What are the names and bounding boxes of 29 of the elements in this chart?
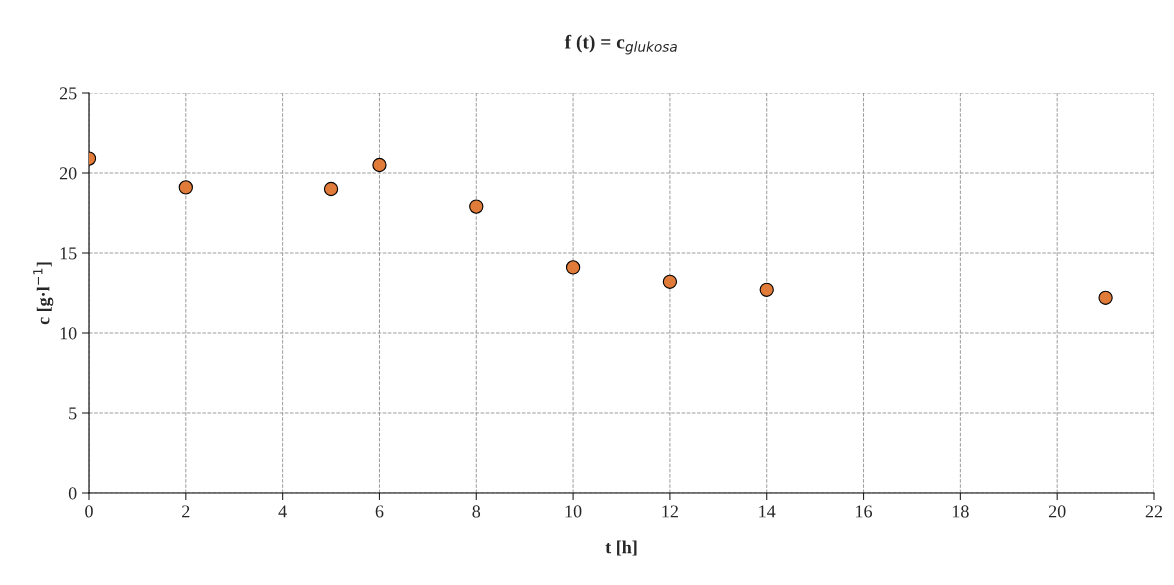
x-tick-label: 16 [856, 505, 873, 518]
point [759, 282, 774, 297]
chart-title: f (t) = c$_{glukosa}$ [564, 34, 677, 55]
y-tick-label: 0 [68, 487, 77, 500]
point [372, 157, 387, 173]
x-tick-label: 6 [375, 505, 384, 518]
x-tick-label: 8 [472, 505, 481, 518]
x-tick-label: 22 [1145, 505, 1163, 518]
x-tick-label: 12 [662, 505, 678, 518]
point [662, 274, 678, 289]
y-tick-label: 25 [59, 87, 77, 100]
y-tick-label: 10 [60, 327, 77, 340]
x-tick-label: 0 [85, 505, 93, 518]
y-tick-label: 20 [59, 167, 77, 180]
y-axis-title: c [g·l$^{−1}$] [33, 262, 54, 325]
point [323, 181, 339, 197]
point [565, 260, 581, 275]
y-tick-label: 15 [60, 247, 77, 260]
x-tick-label: 20 [1048, 505, 1066, 518]
x-tick-label: 10 [565, 505, 582, 518]
point [178, 180, 193, 195]
point [1098, 290, 1113, 305]
x-tick-label: 2 [182, 505, 190, 518]
point [469, 199, 484, 214]
x-tick-label: 14 [759, 505, 776, 518]
x-tick-label: 4 [278, 505, 287, 518]
x-axis-title: t [h] [605, 540, 637, 556]
x-tick-label: 18 [952, 505, 969, 518]
y-tick-label: 5 [69, 407, 77, 420]
